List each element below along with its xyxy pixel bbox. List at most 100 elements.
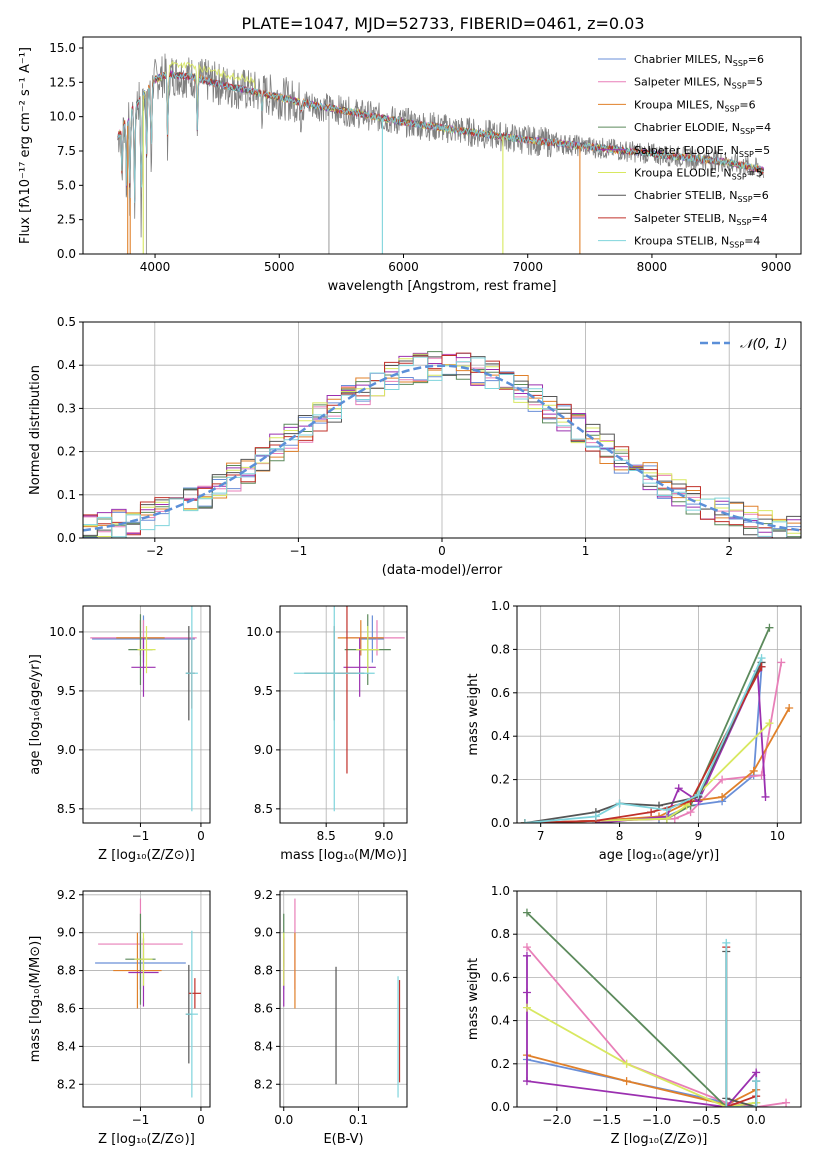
spectrum-data-line	[117, 53, 765, 238]
x-tick-label: −1	[132, 1113, 150, 1127]
x-axis-label: Z [log₁₀(Z/Z⊙)]	[611, 1132, 708, 1147]
plot-area	[83, 351, 801, 538]
x-tick-label: 5000	[264, 260, 295, 274]
series-marker	[522, 988, 531, 997]
y-axis-label: age [log₁₀(age/yr)]	[28, 654, 43, 775]
series-marker	[522, 951, 531, 960]
series-marker	[782, 1098, 791, 1107]
y-tick-label: 0.6	[491, 970, 510, 984]
series-marker	[722, 1103, 731, 1107]
series-marker	[522, 1003, 531, 1012]
panel-residuals: −2 −1 0 1 2 0.0 0.1 0.2 0.3 0.4 0.5 (data-model)/er…	[28, 315, 802, 578]
legend: 𝒩(0, 1)	[700, 337, 787, 352]
series-marker	[777, 658, 786, 667]
series-marker	[752, 1077, 761, 1086]
x-tick-label: 7000	[512, 260, 543, 274]
series-marker	[757, 662, 766, 671]
series-marker	[522, 908, 531, 917]
x-tick-label: 0	[197, 829, 205, 843]
y-tick-label: 7.5	[57, 144, 76, 158]
axes-frame	[516, 890, 802, 1108]
series-marker	[694, 790, 703, 799]
series-line	[524, 662, 763, 823]
x-tick-label: −1.0	[642, 1113, 671, 1127]
y-tick-label: 0.8	[491, 927, 510, 941]
x-axis-label: (data-model)/error	[382, 563, 503, 578]
y-axis-label: mass [log₁₀(M/M⊙)]	[28, 936, 43, 1063]
y-tick-label: 0.6	[491, 686, 510, 700]
x-tick-label: −2.0	[542, 1113, 571, 1127]
series-marker	[622, 1077, 631, 1086]
x-tick-label: −2	[146, 544, 164, 558]
plot-area	[90, 606, 198, 812]
x-tick-label: 9.0	[374, 829, 393, 843]
plot-area	[95, 898, 201, 1098]
series-line	[524, 666, 763, 823]
plot-area	[283, 898, 401, 1098]
panel-mass-vs-Z: −1 0 8.2 8.4 8.6 8.8 9.0 9.2 Z [log₁₀(Z/Z⊙)] mass…	[28, 888, 211, 1147]
series-marker	[662, 805, 671, 814]
panel-mass-weight-vs-Z: −2.0 −1.5 −1.0 −0.5 0.0 0.0 0.2 0.4 0.6 0.8 1.0 Z […	[466, 884, 802, 1147]
y-axis-label: mass weight	[466, 958, 481, 1040]
x-tick-label: 8000	[637, 260, 668, 274]
x-tick-label: 0.0	[747, 1113, 766, 1127]
x-tick-label: −1	[132, 829, 150, 843]
y-tick-label: 8.5	[254, 802, 273, 816]
spectrum-model-line	[117, 71, 765, 200]
series-marker	[670, 814, 679, 823]
y-tick-label: 1.0	[491, 599, 510, 613]
x-axis-label: age [log₁₀(age/yr)]	[599, 848, 720, 863]
series-marker	[591, 812, 600, 821]
series-marker	[662, 814, 671, 823]
x-axis-label: mass [log₁₀(M/M⊙)]	[280, 848, 407, 863]
y-tick-label: 0.5	[57, 315, 76, 329]
y-tick-label: 8.6	[254, 1001, 273, 1015]
y-tick-label: 0.0	[57, 247, 76, 261]
series-marker	[718, 775, 727, 784]
series-marker	[752, 1103, 761, 1107]
legend-label: 𝒩(0, 1)	[740, 337, 787, 352]
y-tick-label: 8.2	[254, 1077, 273, 1091]
panel-age-vs-Z: −1 0 8.5 9.0 9.5 10.0 Z [log₁₀(Z/Z⊙)] age [log₁…	[28, 605, 211, 863]
y-tick-label: 0.0	[491, 1100, 510, 1114]
y-tick-label: 9.0	[254, 743, 273, 757]
series-marker	[674, 784, 683, 793]
panel-age-vs-mass: 8.5 9.0 8.5 9.0 9.5 10.0 mass [log₁₀(M/M⊙)]	[246, 605, 408, 863]
y-tick-label: 8.4	[57, 1039, 76, 1053]
y-tick-label: 0.2	[57, 445, 76, 459]
y-tick-label: 9.5	[57, 684, 76, 698]
axes-frame	[82, 605, 211, 824]
y-tick-label: 10.0	[49, 625, 76, 639]
series-marker	[615, 799, 624, 808]
series-line	[526, 1058, 758, 1107]
plot-area	[117, 53, 765, 254]
plot-area	[522, 908, 791, 1107]
histogram-kroupa-stelib	[83, 356, 801, 538]
y-tick-label: 0.2	[491, 773, 510, 787]
y-axis-label: Normed distribution	[28, 365, 43, 495]
y-axis-label: mass weight	[466, 673, 481, 755]
y-tick-label: 0.4	[57, 358, 76, 372]
histogram-salpeter-stelib	[83, 352, 801, 538]
series-marker	[522, 943, 531, 952]
series-line	[725, 942, 758, 1107]
legend-label: Salpeter STELIB, NSSP=4	[634, 212, 768, 227]
legend-label: Kroupa ELODIE, NSSP=5	[634, 167, 763, 182]
series-marker	[520, 819, 529, 823]
x-axis-label: E(B-V)	[323, 1132, 363, 1147]
panel-mass-weight-vs-age: 7 8 9 10 0.0 0.2 0.4 0.6 0.8 1.0 age [log₁₀(age/yr…	[466, 599, 802, 863]
legend-label: Salpeter ELODIE, NSSP=5	[634, 144, 770, 159]
x-axis-label: wavelength [Angstrom, rest frame]	[328, 279, 557, 294]
axes-frame	[516, 605, 802, 824]
series-line	[526, 1054, 758, 1107]
x-tick-label: 8.5	[317, 829, 336, 843]
y-tick-label: 1.0	[491, 884, 510, 898]
figure-title: PLATE=1047, MJD=52733, FIBERID=0461, z=0…	[241, 14, 644, 33]
x-tick-label: 8	[616, 829, 624, 843]
x-tick-label: 0	[438, 544, 446, 558]
x-tick-label: 0.1	[349, 1113, 368, 1127]
y-tick-label: 0.0	[491, 816, 510, 830]
axes-frame	[82, 890, 211, 1108]
x-tick-label: 0	[197, 1113, 205, 1127]
spectrum-model-line	[117, 69, 764, 203]
